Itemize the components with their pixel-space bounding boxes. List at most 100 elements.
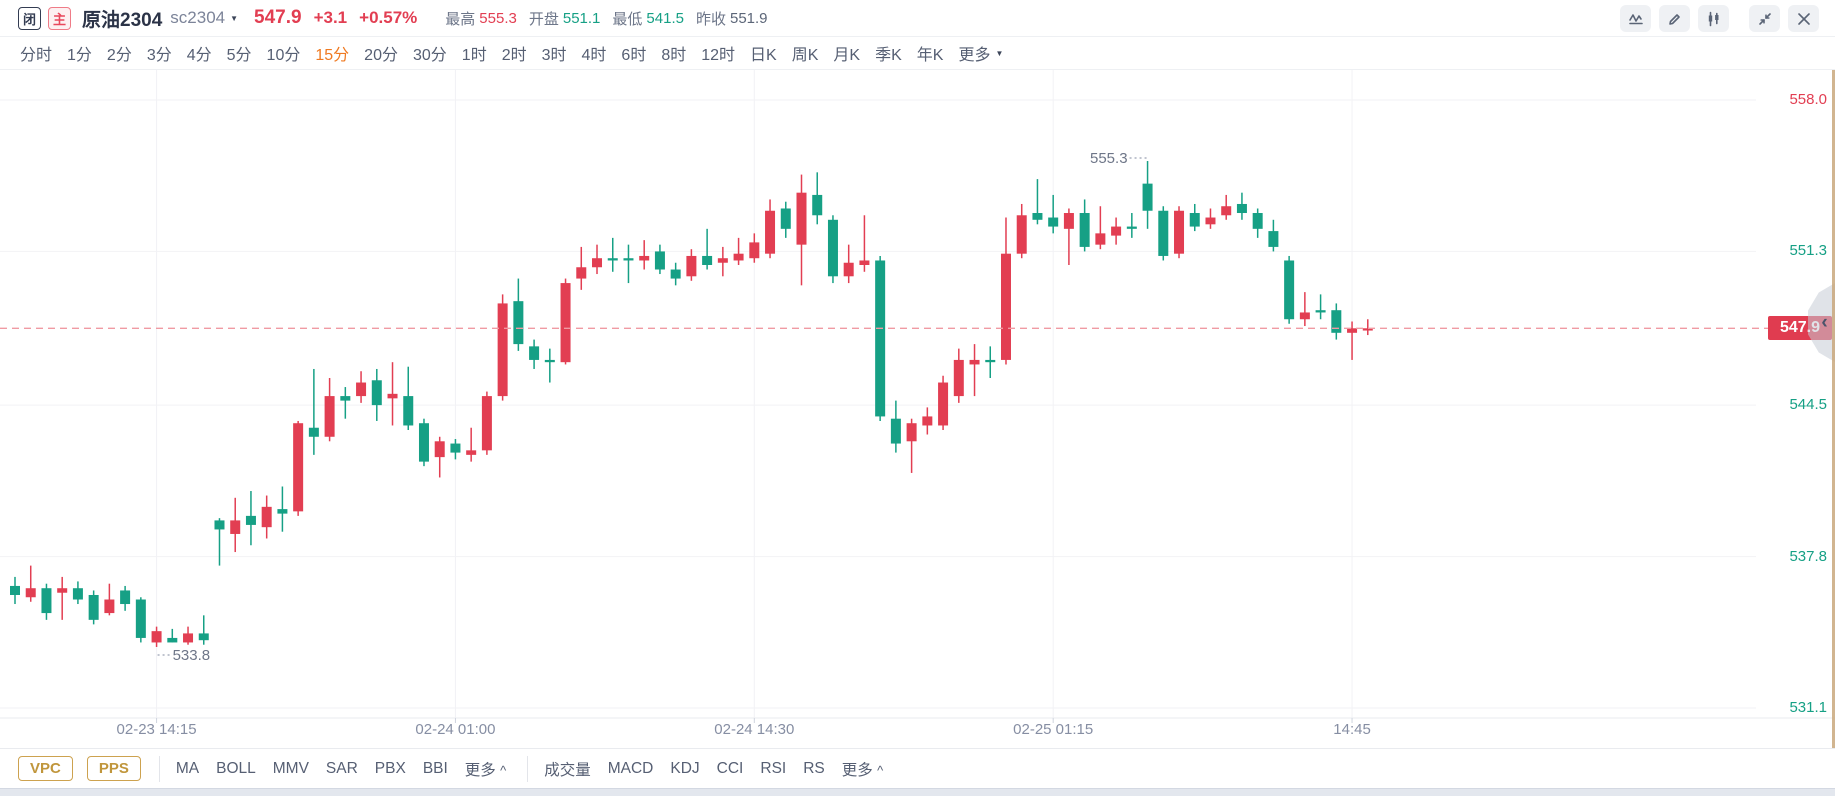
candle[interactable] xyxy=(1174,210,1185,254)
candle[interactable] xyxy=(434,441,445,458)
candle[interactable] xyxy=(57,588,68,593)
candle[interactable] xyxy=(387,393,398,399)
tab-6时[interactable]: 6时 xyxy=(621,47,647,64)
candle[interactable] xyxy=(466,450,477,455)
sub-indicator-成交量[interactable]: 成交量 xyxy=(544,761,591,779)
candle[interactable] xyxy=(717,258,728,263)
symbol-code-dropdown[interactable]: sc2304 ▼ xyxy=(170,8,238,28)
candle[interactable] xyxy=(1284,260,1295,320)
candle[interactable] xyxy=(450,443,461,453)
tab-日K[interactable]: 日K xyxy=(750,47,777,64)
draw-tool-icon[interactable] xyxy=(1659,5,1690,32)
candle[interactable] xyxy=(969,359,980,365)
candle[interactable] xyxy=(481,396,492,451)
tab-分时[interactable]: 分时 xyxy=(20,47,53,64)
candle[interactable] xyxy=(733,253,744,261)
tab-3分[interactable]: 3分 xyxy=(146,47,172,64)
candle[interactable] xyxy=(560,283,571,363)
overlay-indicator-bbi[interactable]: BBI xyxy=(422,759,448,777)
tab-3时[interactable]: 3时 xyxy=(541,47,567,64)
candle[interactable] xyxy=(529,346,540,360)
candle[interactable] xyxy=(875,260,886,417)
overlay-indicator-boll[interactable]: BOLL xyxy=(216,759,256,777)
overlay-indicator-ma[interactable]: MA xyxy=(175,759,200,777)
candle[interactable] xyxy=(1221,206,1232,216)
tab-季K[interactable]: 季K xyxy=(875,47,902,64)
candle[interactable] xyxy=(1299,312,1310,320)
candle[interactable] xyxy=(1142,183,1153,211)
candle[interactable] xyxy=(749,242,760,259)
candlestick-style-icon[interactable] xyxy=(1698,5,1729,32)
overlay-indicator-mmv[interactable]: MMV xyxy=(272,759,309,777)
candle[interactable] xyxy=(938,382,949,426)
candle[interactable] xyxy=(25,588,36,598)
tab-20分[interactable]: 20分 xyxy=(364,47,398,64)
tab-8时[interactable]: 8时 xyxy=(661,47,687,64)
tab-年K[interactable]: 年K xyxy=(916,47,944,64)
tab-4时[interactable]: 4时 xyxy=(581,47,607,64)
candle[interactable] xyxy=(497,303,508,397)
candle[interactable] xyxy=(120,590,131,605)
candle[interactable] xyxy=(10,585,20,595)
tab-2分[interactable]: 2分 xyxy=(106,47,132,64)
tool-button-vpc[interactable]: VPC xyxy=(18,756,73,781)
candle[interactable] xyxy=(654,251,665,270)
candle[interactable] xyxy=(1268,231,1279,247)
sub-more-dropdown[interactable]: 更多 ^ xyxy=(842,758,883,780)
candle[interactable] xyxy=(780,208,791,229)
candle[interactable] xyxy=(245,515,256,525)
candle[interactable] xyxy=(340,396,351,401)
candle[interactable] xyxy=(827,219,838,277)
tab-1分[interactable]: 1分 xyxy=(67,47,92,64)
sub-indicator-macd[interactable]: MACD xyxy=(607,759,654,777)
candle[interactable] xyxy=(843,262,854,277)
overlay-indicator-pbx[interactable]: PBX xyxy=(374,759,406,777)
candle[interactable] xyxy=(1252,213,1263,229)
candle[interactable] xyxy=(702,255,713,265)
candle[interactable] xyxy=(356,382,367,397)
candle[interactable] xyxy=(1362,328,1373,331)
candle[interactable] xyxy=(198,633,209,641)
candle[interactable] xyxy=(623,258,634,261)
candle[interactable] xyxy=(1126,226,1137,229)
candle[interactable] xyxy=(1048,217,1059,227)
candle[interactable] xyxy=(592,258,603,268)
candle[interactable] xyxy=(135,599,146,638)
candle[interactable] xyxy=(1000,253,1011,360)
candle[interactable] xyxy=(308,427,319,437)
candle[interactable] xyxy=(277,509,288,514)
candle[interactable] xyxy=(1063,213,1074,229)
candle[interactable] xyxy=(922,416,933,426)
tab-5分[interactable]: 5分 xyxy=(226,47,252,64)
tab-4分[interactable]: 4分 xyxy=(186,47,212,64)
candle[interactable] xyxy=(151,631,162,643)
tab-月K[interactable]: 月K xyxy=(833,47,861,64)
candle[interactable] xyxy=(214,520,225,530)
candle[interactable] xyxy=(403,396,414,426)
candle[interactable] xyxy=(167,637,178,643)
close-icon[interactable] xyxy=(1788,5,1819,32)
candle[interactable] xyxy=(576,267,587,279)
candle[interactable] xyxy=(1205,217,1216,225)
candle[interactable] xyxy=(513,301,524,345)
indicator-chart-icon[interactable] xyxy=(1620,5,1651,32)
sub-indicator-rsi[interactable]: RSI xyxy=(760,759,787,777)
candle[interactable] xyxy=(1111,226,1122,236)
candle[interactable] xyxy=(293,423,304,512)
candle[interactable] xyxy=(41,588,52,614)
tab-1时[interactable]: 1时 xyxy=(461,47,487,64)
candle[interactable] xyxy=(544,359,555,363)
candle[interactable] xyxy=(261,506,272,528)
candle[interactable] xyxy=(72,588,83,600)
sub-indicator-rs[interactable]: RS xyxy=(803,759,825,777)
collapse-icon[interactable] xyxy=(1749,5,1780,32)
candle[interactable] xyxy=(183,633,194,643)
tab-15分[interactable]: 15分 xyxy=(315,47,350,64)
tool-button-pps[interactable]: PPS xyxy=(86,756,141,781)
candle[interactable] xyxy=(324,396,335,437)
candle[interactable] xyxy=(1032,213,1043,220)
candle[interactable] xyxy=(1158,210,1169,256)
overlay-indicator-sar[interactable]: SAR xyxy=(325,759,358,777)
sub-indicator-cci[interactable]: CCI xyxy=(716,759,744,777)
